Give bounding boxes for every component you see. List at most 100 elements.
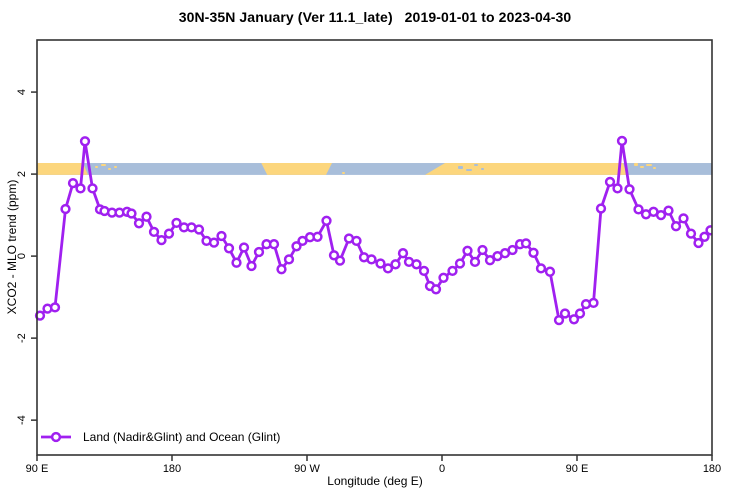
land-segment (425, 163, 627, 175)
data-point-marker (469, 256, 481, 268)
data-point-marker (568, 314, 580, 325)
data-point-marker (528, 247, 539, 258)
data-point-marker (321, 215, 332, 226)
data-point-marker (616, 135, 628, 147)
data-point-marker (559, 308, 571, 319)
data-point-marker (216, 230, 227, 242)
x-tick-label: 90 E (566, 463, 589, 475)
data-point-marker (544, 266, 556, 277)
data-point-marker (238, 242, 250, 253)
legend-circle (50, 431, 62, 443)
data-point-marker (520, 238, 532, 249)
map-speck (108, 168, 111, 170)
data-point-marker (574, 308, 586, 319)
data-point-marker (366, 254, 377, 265)
data-point-marker (390, 259, 401, 270)
chart-title: 30N-35N January (Ver 11.1_late) 2019-01-… (178, 9, 572, 25)
map-band (37, 163, 712, 175)
y-tick-label: -2 (16, 333, 28, 343)
data-point-marker (75, 183, 86, 194)
map-speck (466, 169, 472, 171)
data-point-marker (588, 297, 599, 309)
data-point-marker (253, 246, 265, 258)
data-point-marker (633, 204, 644, 215)
data-point-marker (246, 260, 257, 272)
x-tick-label: 0 (439, 463, 445, 475)
data-point-marker (462, 245, 473, 256)
data-point-marker (283, 254, 295, 265)
data-point-marker (297, 235, 308, 247)
data-point-marker (477, 244, 488, 256)
data-point-marker (612, 183, 623, 194)
data-point-marker (67, 177, 79, 189)
data-point-marker (291, 241, 302, 252)
land-segment (37, 163, 88, 175)
x-tick-label: 90 W (294, 463, 320, 475)
data-point-marker (208, 237, 220, 248)
data-point-marker (604, 176, 616, 188)
data-point-marker (507, 244, 518, 256)
data-point-marker (375, 258, 386, 269)
data-point-marker (624, 184, 635, 195)
legend-label: Land (Nadir&Glint) and Ocean (Glint) (83, 430, 281, 444)
data-point-marker (223, 243, 235, 254)
data-point-marker (193, 224, 205, 235)
map-speck (481, 168, 484, 170)
data-point-marker (382, 263, 394, 274)
data-point-marker (49, 302, 61, 313)
data-point-marker (670, 221, 682, 232)
x-tick-label: 180 (703, 463, 721, 475)
data-point-marker (484, 255, 496, 266)
x-axis-label: Longitude (deg E) (327, 474, 423, 488)
x-tick-label: 180 (163, 463, 181, 475)
data-point-marker (163, 228, 175, 239)
map-speck (114, 166, 117, 168)
map-speck (646, 164, 652, 166)
data-point-marker (79, 136, 91, 147)
data-point-marker (60, 203, 71, 215)
data-point-marker (268, 239, 280, 250)
map-speck (634, 163, 638, 166)
data-point-marker (171, 217, 182, 229)
data-point-marker (328, 250, 340, 261)
y-tick-label: 2 (16, 171, 28, 177)
legend: Land (Nadir&Glint) and Ocean (Glint) (40, 430, 280, 444)
data-point-marker (685, 228, 697, 239)
data-point-marker (334, 255, 346, 266)
map-speck (458, 166, 463, 169)
data-point-marker (553, 314, 565, 326)
data-point-marker (447, 265, 458, 277)
x-tick-label: 90 E (26, 463, 49, 475)
map-speck (342, 172, 345, 174)
data-point-marker (276, 264, 287, 275)
data-point-marker (678, 213, 689, 224)
data-point-marker (397, 248, 409, 259)
data-point-marker (87, 183, 98, 194)
data-point-marker (418, 265, 430, 277)
data-point-marker (141, 211, 152, 222)
data-point-marker (595, 203, 607, 214)
data-point-marker (430, 284, 442, 295)
data-point-marker (312, 231, 323, 242)
y-tick-label: 4 (16, 89, 28, 95)
map-speck (101, 164, 106, 166)
map-speck (95, 166, 98, 168)
plot-border (36, 39, 713, 456)
data-point-marker (655, 209, 667, 221)
data-point-marker (454, 258, 466, 269)
data-series (34, 135, 713, 326)
data-point-marker (663, 205, 674, 216)
data-point-marker (535, 263, 547, 274)
data-point-marker (411, 259, 422, 270)
data-point-marker (126, 208, 137, 219)
data-point-marker (351, 235, 362, 247)
data-point-marker (148, 226, 160, 238)
map-speck (474, 164, 478, 166)
ocean-strip (37, 163, 712, 175)
data-point-marker (699, 231, 710, 242)
land-segment (261, 163, 332, 175)
y-tick-label: 0 (16, 253, 28, 259)
map-speck (653, 167, 656, 169)
